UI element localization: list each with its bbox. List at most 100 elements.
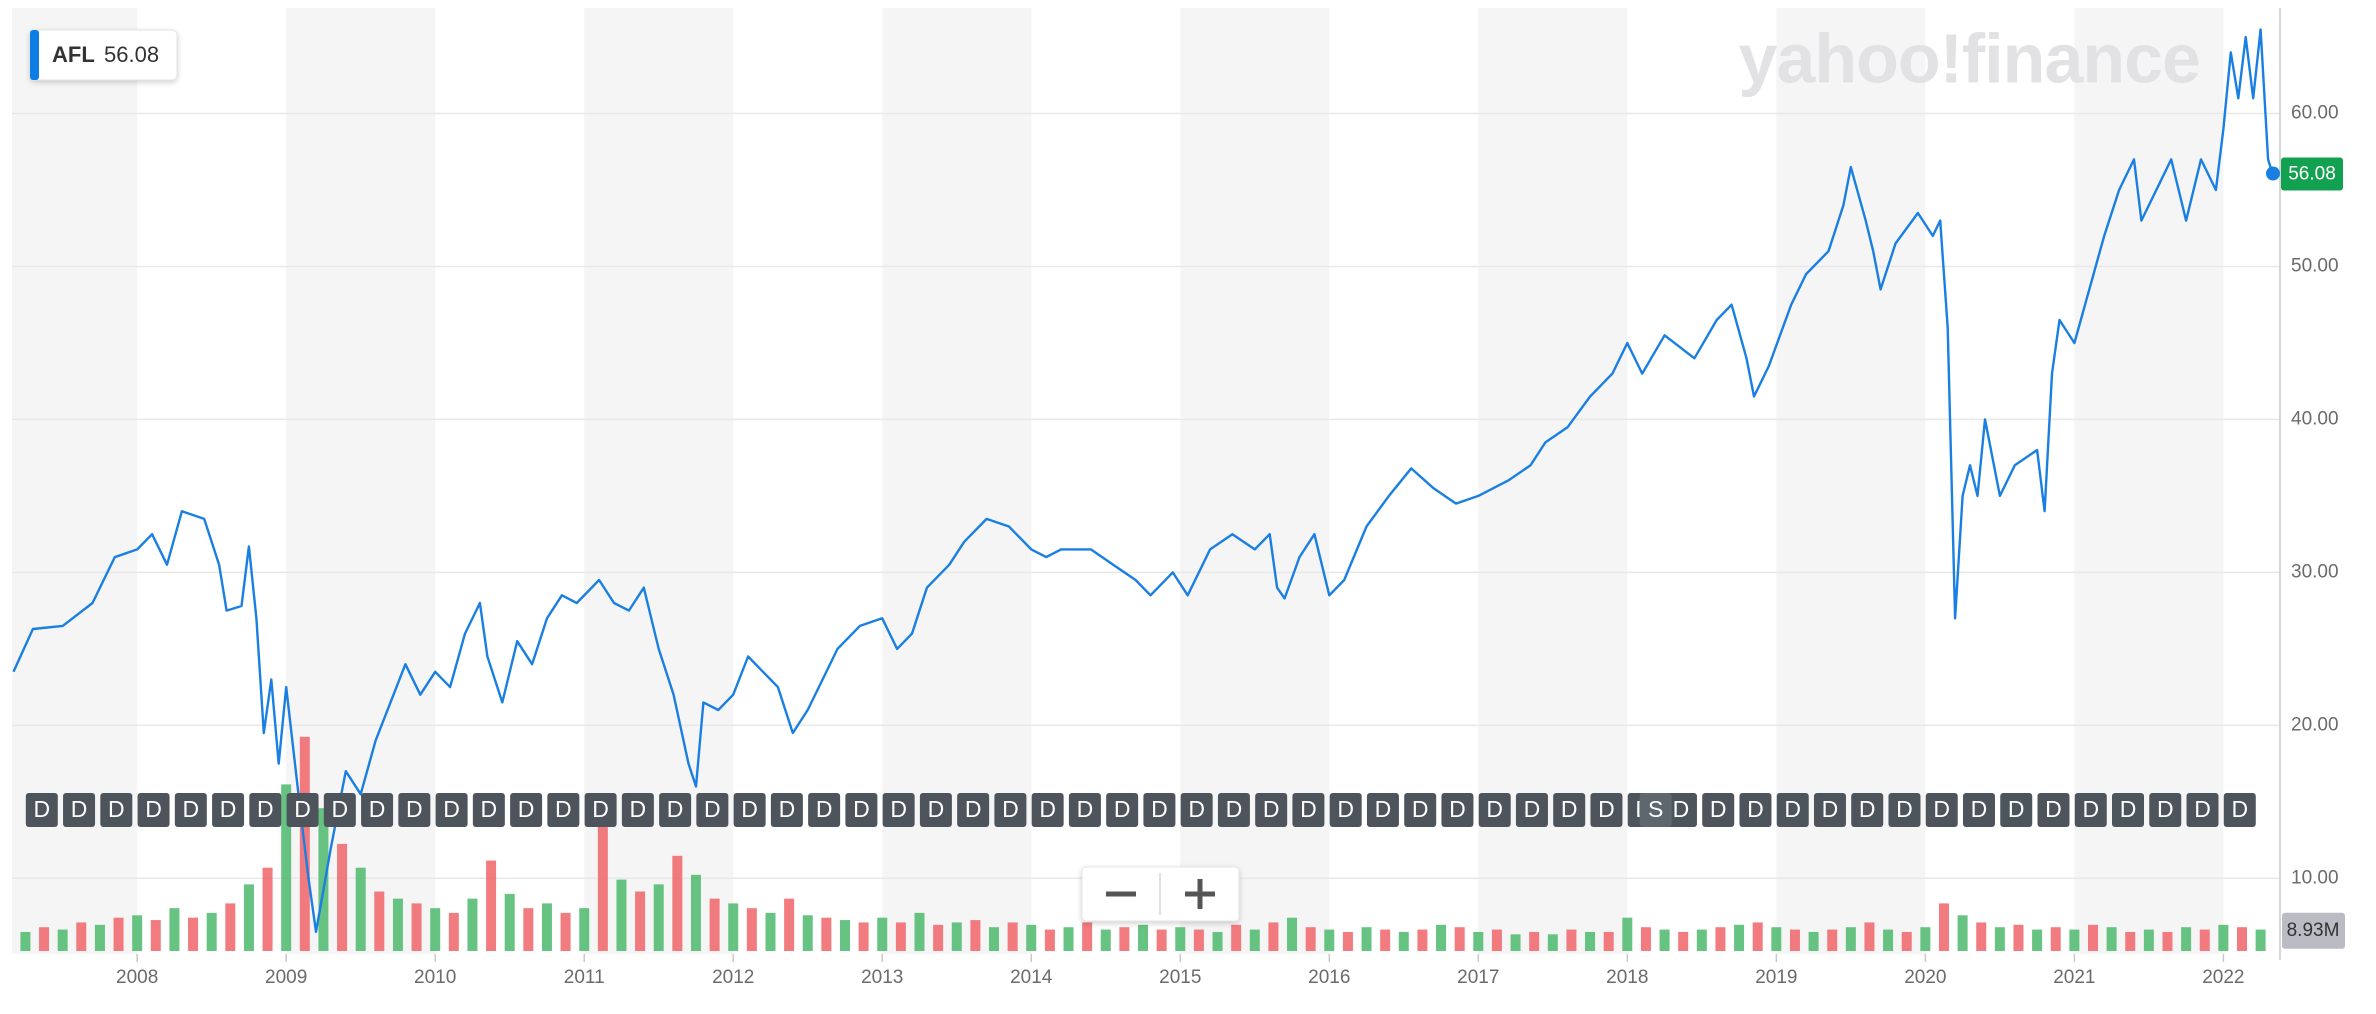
badge-price: 56.08 [104,42,159,67]
volume-bar [1007,922,1018,951]
event-label: D [1486,796,1503,822]
event-marker [472,793,505,827]
volume-bar [2069,929,2080,951]
volume-bar [281,784,292,951]
zoom-controls [1081,866,1240,922]
event-marker [770,793,803,827]
event-label: D [1375,796,1392,822]
x-tick-label: 2016 [1308,967,1350,988]
volume-bar [188,917,199,951]
x-tick-label: 2013 [861,967,903,988]
y-tick-label: 60.00 [2291,103,2339,124]
x-tick-label: 2010 [414,967,456,988]
event-marker [808,793,841,827]
event-marker [100,793,133,827]
volume-bar [1044,929,1055,951]
volume-bar [1249,929,1260,951]
event-marker [1739,793,1772,827]
event-marker [584,793,617,827]
event-label: D [1598,796,1615,822]
volume-bar [467,898,478,951]
event-label: D [406,796,423,822]
volume-bar [802,915,813,951]
event-label: D [1337,796,1354,822]
symbol-badge[interactable]: AFL 56.08 [29,29,178,81]
volume-bar [2013,924,2024,951]
event-label: D [1188,796,1205,822]
volume-bar [448,912,459,951]
volume-bar [2050,927,2061,951]
last-price-dot [2266,166,2280,181]
event-label: D [183,796,200,822]
event-label: D [1412,796,1429,822]
event-label: D [667,796,684,822]
volume-bar [1659,929,1670,951]
event-marker [1441,793,1474,827]
volume-bar [1305,927,1316,951]
volume-bar [579,908,590,951]
event-marker [1888,793,1921,827]
event-marker [2112,793,2145,827]
volume-bar [1361,927,1372,951]
x-tick-label: 2019 [1755,967,1797,988]
volume-bar [877,917,888,951]
event-marker [63,793,96,827]
event-marker [1962,793,1995,827]
event-label: D [816,796,833,822]
event-marker [361,793,394,827]
badge-symbol: AFL [52,42,95,67]
x-tick-label: 2012 [712,967,754,988]
volume-bar [318,808,329,951]
event-label: D [1226,796,1243,822]
volume-bar [374,891,385,951]
event-marker [621,793,654,827]
y-tick-label: 20.00 [2291,714,2339,735]
volume-bar [2218,924,2229,951]
volume-bar [243,884,254,951]
event-label: D [1524,796,1541,822]
volume-bar [2181,927,2192,951]
volume-bar [1752,922,1763,951]
event-label: D [928,796,945,822]
event-marker [1553,793,1586,827]
event-marker [696,793,729,827]
event-marker [435,793,468,827]
volume-bar [635,891,646,951]
volume-bar [616,879,627,951]
volume-bar [541,903,552,951]
event-label: D [1151,796,1168,822]
zoom-out-button[interactable] [1082,867,1160,921]
event-label: D [1710,796,1727,822]
event-marker [398,793,431,827]
last-volume-label: 8.93M [2287,920,2340,941]
volume-bar [1678,931,1689,951]
volume-bar [39,927,50,951]
y-tick-label: 10.00 [2291,867,2339,888]
x-tick-label: 2022 [2202,967,2244,988]
event-marker [212,793,245,827]
event-marker [174,793,207,827]
event-marker [1217,793,1250,827]
event-marker [2074,793,2107,827]
volume-bar [1771,927,1782,951]
event-label: D [2008,796,2025,822]
event-label: D [443,796,460,822]
event-marker [1068,793,1101,827]
volume-bar [1845,927,1856,951]
volume-bar [839,920,850,951]
event-label: D [2194,796,2211,822]
zoom-in-button[interactable] [1160,867,1239,921]
volume-bar [1883,929,1894,951]
event-label: S [1648,796,1663,822]
volume-bar [2143,929,2154,951]
event-label: D [965,796,982,822]
event-marker [1702,793,1735,827]
x-tick-label: 2008 [116,967,158,988]
volume-bar [1436,924,1447,951]
volume-bar [970,920,981,951]
event-label: D [145,796,162,822]
volume-bar [1827,929,1838,951]
volume-bar [225,903,236,951]
volume-bar [1715,927,1726,951]
